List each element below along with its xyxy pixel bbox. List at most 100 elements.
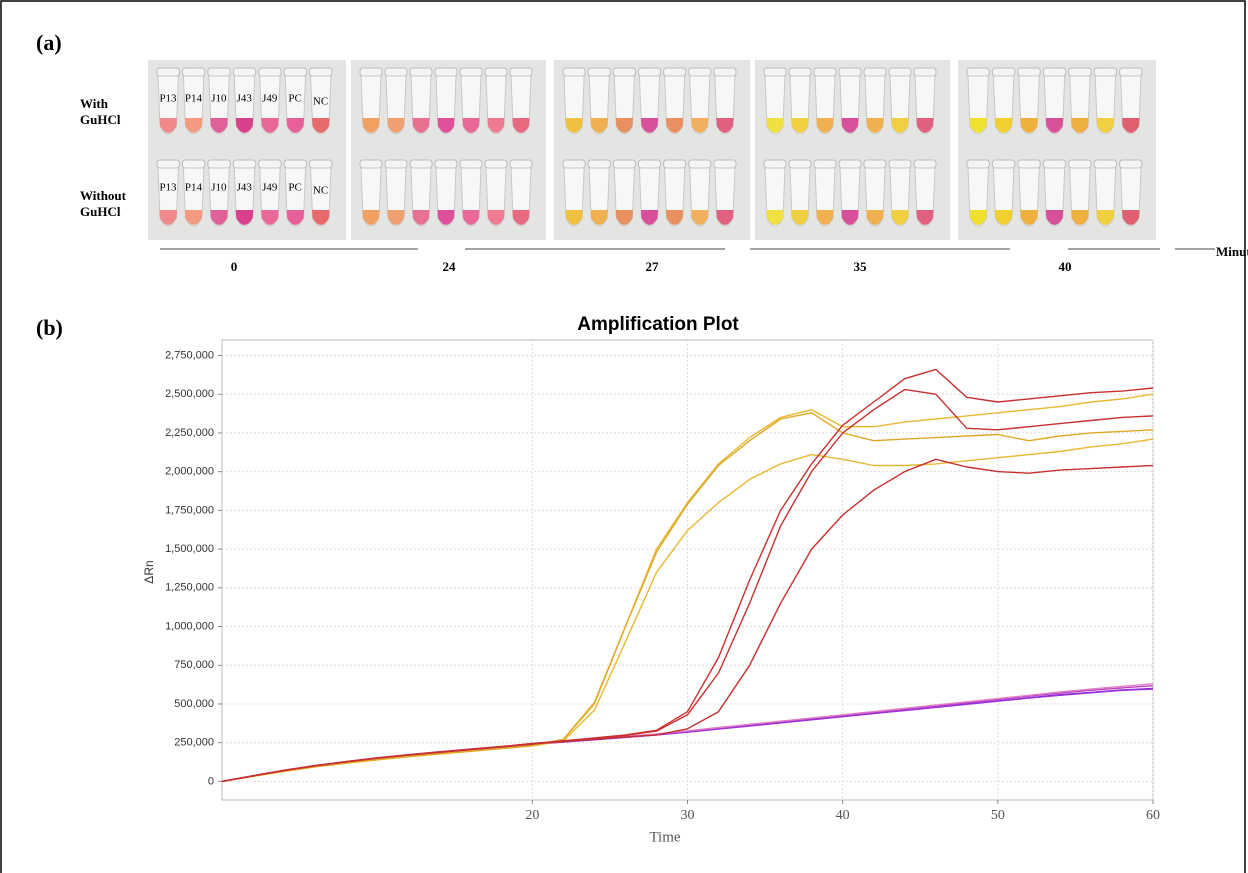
tube-liquid: [691, 118, 709, 133]
tube-cap: [637, 67, 662, 77]
tube-cap: [913, 159, 937, 169]
tube-liquid: [615, 118, 633, 133]
tube-label: J49: [262, 182, 278, 194]
tube-cap: [713, 159, 737, 169]
tube-liquid: [312, 210, 330, 225]
tube-cap: [587, 67, 611, 77]
tube-liquid: [766, 118, 784, 133]
tube-liquid: [816, 118, 834, 133]
tube-cap: [663, 67, 687, 77]
tube-liquid: [1071, 118, 1089, 133]
tube-liquid: [261, 210, 279, 225]
tube-cap: [1068, 159, 1092, 169]
tube-liquid: [487, 210, 505, 225]
tube-liquid: [286, 118, 305, 133]
tube-cap: [459, 159, 483, 169]
tube-cap: [713, 67, 737, 77]
tube-cap: [813, 67, 837, 77]
tube-cap: [434, 67, 458, 77]
tube-liquid: [565, 118, 583, 133]
tube-liquid: [462, 210, 480, 225]
time-label: 40: [1059, 259, 1072, 274]
time-label: 24: [443, 259, 457, 274]
tube-label: J10: [211, 182, 227, 194]
tube-cap: [156, 159, 180, 169]
tube-cap: [384, 159, 408, 169]
tube-cap: [813, 159, 837, 169]
tube-cap: [509, 159, 533, 169]
tube-label: J49: [262, 93, 278, 105]
tube-liquid: [210, 118, 228, 133]
tube-liquid: [1045, 210, 1064, 225]
series-line: [221, 412, 1154, 783]
tube-liquid: [387, 210, 405, 225]
tube-cap: [207, 67, 231, 77]
tube-cap: [612, 159, 636, 169]
tube-cap: [409, 159, 433, 169]
tube-cap: [1093, 67, 1118, 77]
tube-cap: [1017, 159, 1041, 169]
tube-cap: [888, 67, 912, 77]
tube-liquid: [891, 210, 909, 225]
tube-liquid: [1045, 118, 1064, 133]
x-tick-label: 30: [681, 808, 695, 823]
y-tick-label: 250,000: [174, 737, 214, 749]
y-tick-label: 2,250,000: [165, 427, 214, 439]
y-tick-label: 0: [208, 775, 214, 787]
y-tick-label: 2,500,000: [165, 388, 214, 400]
y-tick-label: 1,750,000: [165, 504, 214, 516]
tube-cap: [663, 159, 687, 169]
x-tick-label: 40: [836, 808, 850, 823]
x-tick-label: 60: [1146, 808, 1160, 823]
tube-cap: [587, 159, 611, 169]
tube-cap: [1042, 159, 1067, 169]
tube-liquid: [437, 118, 455, 133]
tube-label: J43: [237, 93, 253, 105]
tube-label: J10: [211, 93, 227, 105]
tube-liquid: [969, 210, 987, 225]
tube-liquid: [666, 118, 684, 133]
tube-liquid: [969, 118, 987, 133]
tube-cap: [434, 159, 458, 169]
y-tick-label: 1,250,000: [165, 582, 214, 594]
tube-label: P14: [185, 182, 203, 194]
tube-liquid: [437, 210, 455, 225]
tube-liquid: [640, 118, 659, 133]
tube-liquid: [640, 210, 659, 225]
x-axis-label: Time: [649, 829, 680, 845]
tube-liquid: [235, 118, 254, 133]
tube-cap: [788, 159, 812, 169]
tube-liquid: [159, 118, 177, 133]
y-tick-label: 2,750,000: [165, 349, 214, 361]
tube-liquid: [841, 210, 859, 225]
tube-cap: [1093, 159, 1118, 169]
tube-liquid: [866, 118, 884, 133]
tube-cap: [913, 67, 937, 77]
tube-cap: [232, 67, 257, 77]
tube-cap: [232, 159, 257, 169]
tube-liquid: [210, 210, 228, 225]
tube-liquid: [312, 118, 330, 133]
tube-cap: [1068, 67, 1092, 77]
tube-liquid: [159, 210, 177, 225]
tube-cap: [459, 67, 483, 77]
panel-label: (b): [36, 315, 63, 340]
time-label: 35: [854, 259, 868, 274]
series-line: [221, 458, 1154, 783]
tube-cap: [888, 159, 912, 169]
tube-cap: [763, 159, 787, 169]
tube-liquid: [994, 210, 1013, 225]
row-label: GuHCl: [80, 204, 121, 219]
tube-liquid: [565, 210, 583, 225]
tube-liquid: [412, 210, 430, 225]
panel-label: (a): [36, 30, 62, 55]
x-tick-label: 50: [991, 808, 1005, 823]
tube-cap: [1017, 67, 1041, 77]
tube-cap: [181, 159, 206, 169]
tube-liquid: [487, 118, 505, 133]
tube-liquid: [691, 210, 709, 225]
tube-cap: [863, 67, 887, 77]
tube-liquid: [1096, 210, 1115, 225]
chart-title: Amplification Plot: [577, 314, 739, 335]
tube-liquid: [916, 118, 934, 133]
